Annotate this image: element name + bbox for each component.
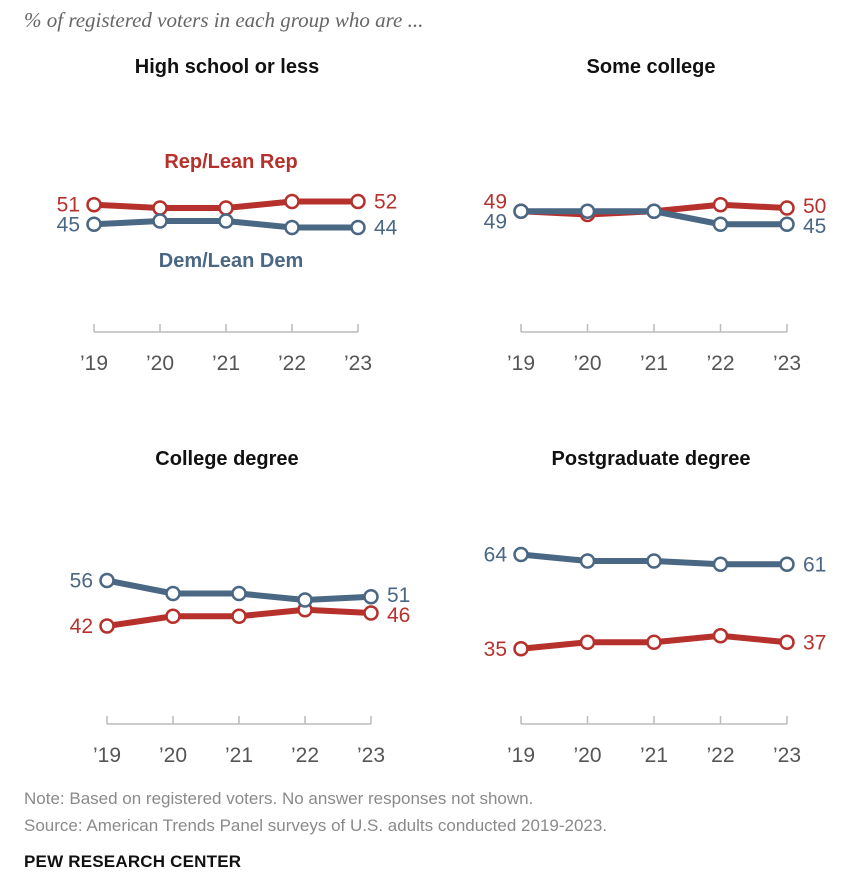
data-point-rep [646,634,662,650]
chart-source: Source: American Trends Panel surveys of… [24,816,608,835]
data-point-rep [513,641,529,657]
data-point-dem [284,219,300,236]
x-tick-label: ’21 [640,352,668,375]
data-point-dem [297,592,313,608]
data-point-dem [99,572,115,589]
data-point-rep [712,197,729,213]
data-label-end-rep: 46 [387,604,410,627]
chart-note: Note: Based on registered voters. No ans… [24,789,534,808]
data-label-end-dem: 45 [803,215,826,238]
data-point-dem [579,203,596,219]
panel-title: Some college [587,56,716,78]
data-label-end-dem: 61 [803,553,826,576]
data-point-dem [165,585,181,602]
x-tick-label: ’20 [573,744,601,767]
data-label-end-dem: 44 [374,217,398,240]
data-point-rep [99,618,115,634]
data-point-dem [513,546,529,563]
x-tick-label: ’23 [773,352,801,375]
x-tick-label: ’22 [706,744,734,767]
data-label-start-dem: 56 [70,570,93,593]
panel-title: College degree [155,448,298,470]
data-point-dem [86,216,102,232]
organization-logo: PEW RESEARCH CENTER [24,852,242,871]
data-point-dem [363,589,379,605]
data-label-start-rep: 49 [484,190,507,213]
x-tick-label: ’23 [357,744,385,767]
data-point-dem [712,556,729,572]
data-point-rep [152,200,168,216]
data-point-rep [231,608,247,624]
x-tick-label: ’21 [225,744,253,767]
data-point-rep [86,197,102,213]
data-point-dem [513,203,529,219]
data-label-end-rep: 37 [803,631,826,654]
data-point-dem [231,585,247,602]
legend-rep-label: Rep/Lean Rep [164,151,297,173]
data-label-end-dem: 51 [387,584,410,607]
small-multiples-chart: High school or less ’19 ’20 ’21 ’22 ’23 51 52 45… [57,56,827,767]
data-point-rep [218,200,234,216]
x-tick-label: ’19 [507,352,535,375]
x-tick-label: ’20 [159,744,187,767]
x-tick-label: ’22 [291,744,319,767]
x-tick-label: ’20 [573,352,601,375]
data-point-rep [363,605,379,621]
data-label-start-dem: 64 [484,544,508,567]
data-label-start-dem: 49 [484,210,507,233]
data-point-dem [646,553,662,569]
data-point-rep [712,628,729,644]
x-tick-label: ’22 [706,352,734,375]
data-point-rep [579,634,596,650]
data-point-rep [165,608,181,624]
data-label-start-rep: 35 [484,638,507,661]
x-tick-label: ’20 [146,352,174,375]
data-point-rep [779,634,795,650]
data-point-dem [218,213,234,229]
data-point-dem [579,553,596,569]
panel-title: High school or less [135,56,319,78]
x-tick-label: ’19 [93,744,121,767]
data-point-dem [779,556,795,572]
data-point-dem [712,216,729,232]
chart-subtitle: % of registered voters in each group who… [24,8,424,32]
data-label-end-rep: 52 [374,191,397,214]
data-point-rep [350,193,366,210]
x-tick-label: ’23 [344,352,372,375]
legend-dem-label: Dem/Lean Dem [159,250,304,272]
data-label-start-rep: 42 [70,615,93,638]
data-label-end-rep: 50 [803,195,826,218]
x-tick-label: ’22 [278,352,306,375]
x-tick-label: ’21 [212,352,240,375]
data-label-start-dem: 45 [57,214,80,237]
x-tick-label: ’19 [507,744,535,767]
data-point-dem [152,213,168,229]
data-label-start-rep: 51 [57,194,80,217]
panel-title: Postgraduate degree [552,448,751,470]
data-point-rep [284,193,300,210]
x-tick-label: ’23 [773,744,801,767]
data-point-dem [350,219,366,236]
x-tick-label: ’21 [640,744,668,767]
data-point-rep [779,200,795,216]
data-point-dem [779,216,795,232]
data-point-dem [646,203,662,219]
x-tick-label: ’19 [80,352,108,375]
